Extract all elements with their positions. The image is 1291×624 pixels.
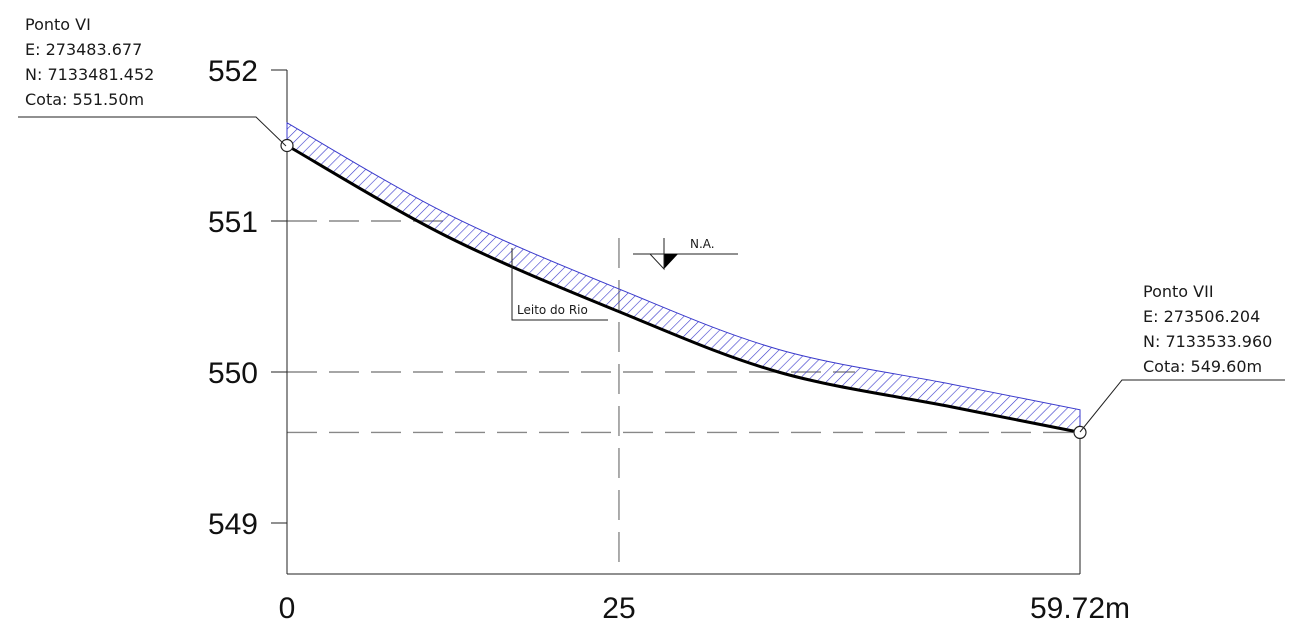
ponto-vi-cota: Cota: 551.50m — [25, 90, 144, 109]
ponto-vi-name: Ponto VI — [25, 15, 91, 34]
ponto-vii-e: E: 273506.204 — [1143, 307, 1260, 326]
riverbed-callout: Leito do Rio — [511, 248, 608, 321]
x-tick-label: 0 — [279, 592, 296, 624]
ponto-vii-n: N: 7133533.960 — [1143, 332, 1272, 351]
ponto-vii-leader — [1079, 379, 1285, 433]
ponto-vi-n: N: 7133481.452 — [25, 65, 154, 84]
x-tick-label: 59.72m — [1030, 592, 1130, 624]
ponto-vi-marker — [280, 138, 294, 153]
ponto-vi-leader — [18, 116, 287, 147]
y-tick-label: 552 — [208, 55, 258, 88]
riverbed-line — [286, 144, 1081, 434]
ponto-vi-e: E: 273483.677 — [25, 40, 142, 59]
y-tick-label: 551 — [208, 206, 258, 239]
ponto-vii-callout: Ponto VII E: 273506.204 N: 7133533.960 C… — [1079, 282, 1285, 433]
x-axis: 0 25 59.72m — [279, 592, 1130, 624]
ponto-vi-callout: Ponto VI E: 273483.677 N: 7133481.452 Co… — [18, 15, 287, 147]
riverbed-label: Leito do Rio — [517, 303, 588, 317]
y-tick-label: 549 — [208, 508, 258, 541]
x-tick-label: 25 — [602, 592, 635, 624]
y-axis: 552 551 550 549 — [208, 55, 287, 541]
ponto-vii-name: Ponto VII — [1143, 282, 1214, 301]
water-band — [286, 121, 1081, 434]
ponto-vii-cota: Cota: 549.60m — [1143, 357, 1262, 376]
water-level-triangle-filled — [664, 254, 678, 269]
axes-frame — [286, 70, 1081, 575]
y-tick-label: 550 — [208, 357, 258, 390]
water-level-marker: N.A. — [633, 237, 738, 271]
riverbed-leader — [511, 248, 608, 321]
water-level-triangle-open — [648, 253, 665, 271]
ponto-vii-marker — [1073, 425, 1087, 439]
water-level-label: N.A. — [690, 237, 715, 251]
